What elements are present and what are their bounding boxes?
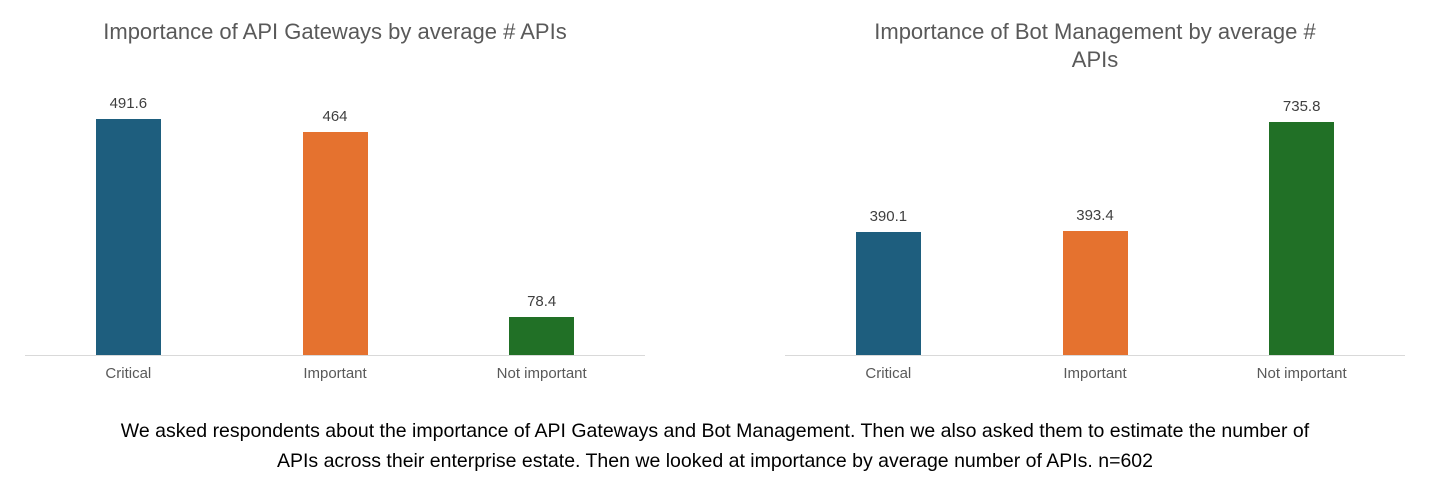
bar-critical [95,119,161,355]
bar-column-important: 464 [232,108,439,355]
bar-column-important: 393.4 [992,207,1199,355]
bar-critical [855,232,921,355]
category-label-critical: Critical [105,365,152,382]
plot-area-bot-management: 390.1 393.4 735.8 [785,98,1405,356]
bar-not-important [1269,122,1335,355]
bar-value-label: 464 [322,108,348,125]
chart-api-gateways: Importance of API Gateways by average # … [25,18,645,382]
bar-important [302,132,368,355]
bar-column-critical: 491.6 [25,95,232,355]
bar-column-not-important: 78.4 [438,293,645,355]
bar-important [1062,231,1128,355]
category-label-not-important: Not important [496,365,587,382]
category-label-important: Important [1063,365,1127,382]
bar-value-label: 393.4 [1076,207,1114,224]
chart-title-api-gateways: Importance of API Gateways by average # … [103,19,567,44]
chart-bot-management: Importance of Bot Management by average … [785,18,1405,382]
x-axis-category-labels: Critical Important Not important [785,365,1405,382]
category-label-not-important: Not important [1256,365,1347,382]
plot-area-api-gateways: 491.6 464 78.4 [25,95,645,356]
bar-not-important [509,317,575,355]
bar-value-label: 735.8 [1282,98,1321,115]
figure-caption: We asked respondents about the importanc… [120,420,1310,472]
bar-column-not-important: 735.8 [1198,98,1405,355]
category-label-important: Important [303,365,367,382]
category-label-critical: Critical [865,365,912,382]
bar-value-label: 390.1 [869,208,908,225]
chart-title-bot-management: Importance of Bot Management by average … [874,19,1316,72]
charts-row: Importance of API Gateways by average # … [25,18,1405,382]
x-axis-category-labels: Critical Important Not important [25,365,645,382]
bar-value-label: 491.6 [109,95,148,112]
bar-value-label: 78.4 [527,293,557,310]
bar-column-critical: 390.1 [785,208,992,355]
